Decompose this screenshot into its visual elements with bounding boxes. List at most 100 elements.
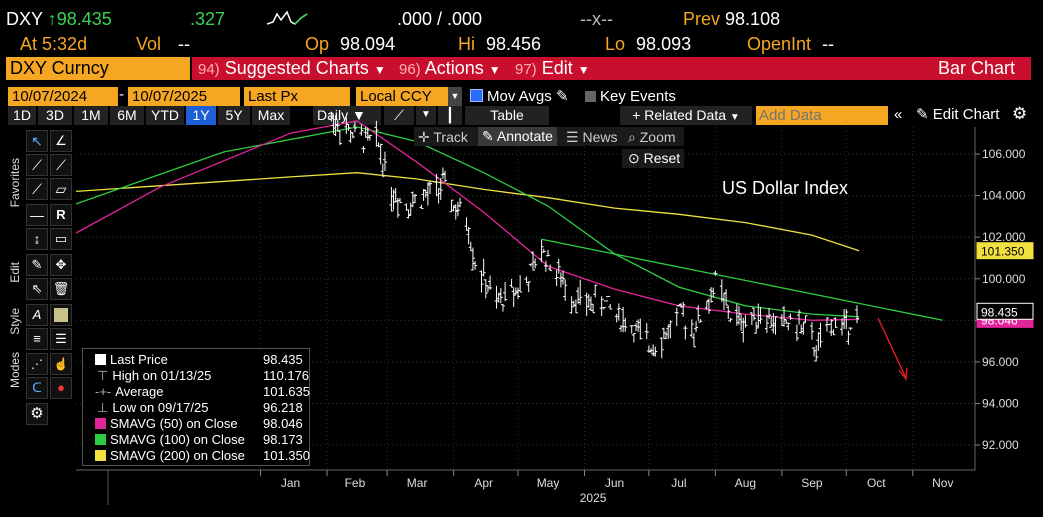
price-bar [636,319,641,332]
color-swatch-icon[interactable] [50,304,72,326]
add-data-input[interactable] [756,106,888,125]
start-date-input[interactable]: 10/07/2024 [8,87,118,106]
low-marker-icon: ⊥ [97,400,109,415]
y-tick-label: 94.000 [982,396,1019,410]
security-field[interactable]: DXY Curncy [6,57,190,80]
magnet-mode-icon[interactable]: ᑕ [26,377,48,399]
y-tick-label: 100.000 [982,272,1026,286]
price-bar [443,170,448,183]
price-bar [599,296,604,316]
crosshair-mode-icon[interactable]: ⋰ [26,353,48,375]
price-bar [591,303,596,314]
range-1m[interactable]: 1M [74,106,108,125]
range-max[interactable]: Max [252,106,290,125]
reset-button[interactable]: ⊙ Reset [622,149,684,168]
select-tool[interactable]: ⇖ [26,278,48,300]
at-value: 5:32d [42,34,88,54]
y-tick-label: 104.000 [982,189,1026,203]
pen-tool[interactable]: ✎ [26,254,48,276]
price-bar [681,301,686,317]
gear-icon[interactable]: ⚙ [1012,104,1028,123]
price-bar [573,299,578,314]
open-label: Op [305,34,330,54]
line-weight-icon[interactable]: ≡ [26,328,48,350]
price-bar [706,298,711,314]
price-bar [794,324,799,342]
pencil-icon[interactable]: ✎ [555,88,569,105]
price-bar [563,279,568,301]
price-bar [391,189,396,210]
line-style-icon[interactable]: ☰ [50,328,72,350]
price-bar [518,275,523,293]
key-events-label: Key Events [600,88,676,105]
actions-label: Actions [424,58,484,78]
legend-sma50: SMAVG (50) on Close 98.046 [83,416,309,432]
legend-swatch [95,450,106,461]
channel-tool[interactable]: ▱ [50,178,72,200]
annotate-label: Annotate [496,128,553,144]
field-select[interactable]: Last Px [244,87,350,106]
range-1y[interactable]: 1Y [186,106,216,125]
legend-swatch [95,418,106,429]
table-button[interactable]: Table [465,106,549,125]
segment-tool[interactable]: ⟋ [26,178,48,200]
zoom-button[interactable]: ⌕ Zoom [628,128,676,146]
price-bar [724,289,729,306]
period-select[interactable]: Daily ▼ [313,106,381,125]
range-1d[interactable]: 1D [8,106,36,125]
currency-select[interactable]: Local CCY ▼ [356,87,462,106]
settings-gear-icon[interactable]: ⚙ [26,403,48,425]
trash-icon[interactable]: 🗑 [50,278,72,300]
retracement-tool[interactable]: R [50,204,72,226]
price-bar [382,151,387,172]
price-bar [816,332,821,351]
suggested-charts-menu[interactable]: 94) Suggested Charts ▼ [198,57,386,81]
rectangle-tool[interactable]: ▭ [50,228,72,250]
collapse-icon[interactable]: « [894,106,903,123]
line-chart-icon[interactable]: ⟋ [384,106,414,125]
range-6m[interactable]: 6M [110,106,144,125]
multi-color-icon[interactable]: ● [50,377,72,399]
annotate-button[interactable]: ✎ Annotate [478,127,557,146]
ray-tool[interactable]: ⟋ [50,154,72,176]
horizontal-line-tool[interactable]: — [26,204,48,226]
price-bar [584,292,589,316]
legend-value: 96.218 [263,400,303,415]
cursor-tool[interactable]: ↖ [26,130,48,152]
actions-menu[interactable]: 96) Actions ▼ [399,57,501,81]
price-bar [696,305,701,321]
end-date-input[interactable]: 10/07/2025 [128,87,240,106]
legend-swatch [95,434,106,445]
news-button[interactable]: ☰ News [566,128,617,146]
range-ytd[interactable]: YTD [146,106,184,125]
y-tick-label: 96.000 [982,355,1019,369]
trend-line-tool[interactable]: ⟋ [26,154,48,176]
text-style-icon[interactable]: A [26,304,48,326]
price-bar [653,346,658,357]
edit-chart-button[interactable]: ✎ Edit Chart [916,106,999,124]
range-3d[interactable]: 3D [38,106,72,125]
price-bar [661,327,666,340]
price-bar [468,241,473,252]
track-button[interactable]: ✛ Track [418,128,468,146]
y-tick-label: 102.000 [982,230,1026,244]
pointer-mode-icon[interactable]: ☝ [50,353,72,375]
chart-style-dropdown[interactable]: ▼ [416,106,436,125]
price-bar [616,303,621,321]
legend-value: 98.435 [263,352,303,367]
edit-menu[interactable]: 97) Edit ▼ [515,57,590,81]
measure-tool[interactable]: ↨ [26,228,48,250]
price-bar [556,258,561,274]
zoom-icon: ⌕ [628,129,636,145]
range-5y[interactable]: 5Y [218,106,250,125]
key-events-toggle[interactable]: Key Events [585,88,676,106]
price-bar [515,287,520,299]
low-value: 98.093 [636,34,692,54]
line-draw-tool[interactable]: ∠ [50,130,72,152]
bar-style-icon[interactable]: ┃ [438,106,462,125]
move-icon[interactable]: ✥ [50,254,72,276]
price-bar [408,202,413,216]
related-data-menu[interactable]: + Related Data ▼ [620,106,752,125]
mov-avgs-toggle[interactable]: Mov Avgs ✎ [470,88,569,106]
